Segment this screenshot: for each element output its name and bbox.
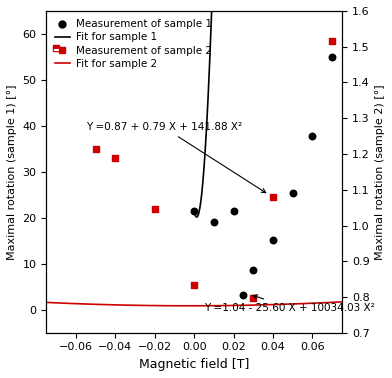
Point <box>191 282 197 288</box>
Point <box>290 190 296 196</box>
Point <box>93 146 99 152</box>
Point <box>329 38 335 44</box>
Point <box>230 208 237 214</box>
Point <box>112 155 118 161</box>
Point <box>329 54 335 60</box>
Point <box>240 292 247 298</box>
Point <box>270 237 276 243</box>
Text: Y =0.87 + 0.79 X + 141.88 X²: Y =0.87 + 0.79 X + 141.88 X² <box>86 122 266 193</box>
Legend: Measurement of sample 1, Fit for sample 1, Measurement of sample 2, Fit for samp: Measurement of sample 1, Fit for sample … <box>52 16 215 72</box>
Point <box>250 267 256 273</box>
Point <box>191 208 197 214</box>
Point <box>211 219 217 225</box>
Point <box>270 194 276 200</box>
Point <box>53 45 59 51</box>
Text: Y =1.04 - 25.60 X + 10034.03 X²: Y =1.04 - 25.60 X + 10034.03 X² <box>204 295 375 313</box>
Y-axis label: Maximal rotation (sample 2) [°]: Maximal rotation (sample 2) [°] <box>375 84 385 260</box>
Point <box>152 206 158 212</box>
X-axis label: Magnetic field [T]: Magnetic field [T] <box>139 358 249 371</box>
Y-axis label: Maximal rotation (sample 1) [°]: Maximal rotation (sample 1) [°] <box>7 84 17 260</box>
Point <box>309 133 316 139</box>
Point <box>250 295 256 301</box>
